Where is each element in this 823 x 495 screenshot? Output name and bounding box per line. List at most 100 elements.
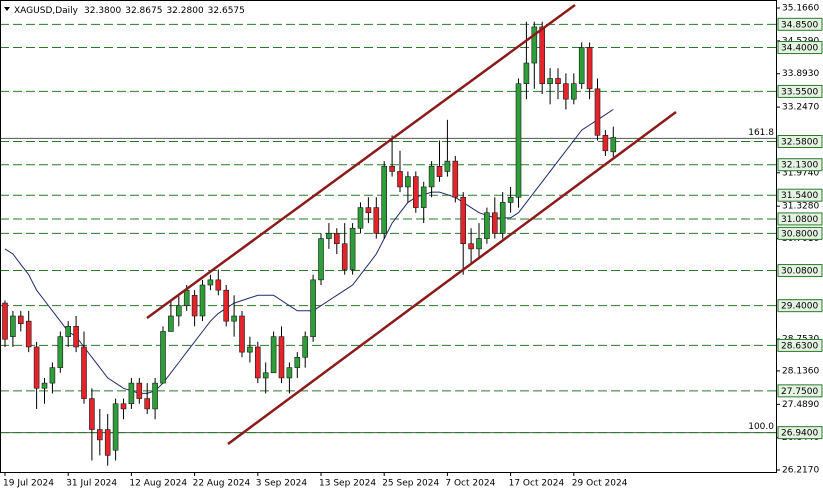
level-box	[777, 188, 823, 202]
candle-body	[183, 289, 190, 306]
candle-body	[2, 302, 8, 340]
candle-body	[578, 47, 585, 84]
level-label: 30.0800	[781, 267, 818, 277]
candle-body	[25, 320, 32, 348]
candle-body	[349, 227, 356, 270]
plot-area: 161.8 100.0	[0, 21, 776, 466]
level-box	[777, 264, 823, 278]
candle-body	[499, 202, 506, 234]
plot-frame	[0, 0, 777, 473]
candle-body	[120, 403, 127, 410]
candle-body	[89, 398, 95, 430]
candle-body	[326, 233, 332, 239]
level-label: 28.6300	[781, 341, 818, 351]
candle-body	[17, 315, 24, 325]
level-label: 27.7500	[781, 387, 818, 397]
candle-body	[255, 346, 261, 379]
x-tick-label: 25 Sep 2024	[382, 479, 439, 489]
candle-body	[444, 160, 451, 172]
candle-body	[199, 284, 206, 317]
candle-body	[341, 243, 348, 270]
candle-body	[207, 279, 214, 286]
candle-body	[333, 233, 340, 245]
level-box	[777, 41, 823, 55]
y-tick-label: 26.2170	[782, 465, 819, 475]
level-box	[777, 338, 823, 352]
candle-body	[10, 315, 16, 337]
level-label: 33.5500	[781, 87, 818, 97]
y-tick-label: 31.3280	[782, 202, 819, 212]
candle-body	[302, 336, 309, 358]
candle-body	[484, 212, 490, 239]
x-tick-label: 31 Jul 2024	[66, 479, 117, 489]
candle-body	[231, 315, 237, 322]
level-label: 31.0800	[781, 215, 818, 225]
y-tick-label: 27.4890	[782, 400, 819, 410]
candle-body	[128, 382, 135, 405]
level-label: 31.5400	[781, 191, 818, 201]
candle-body	[563, 83, 569, 100]
candle-body	[365, 207, 372, 214]
candle-body	[381, 165, 388, 234]
candle-body	[547, 78, 553, 84]
candle-body	[491, 212, 498, 234]
y-tick-label: 31.9740	[782, 168, 819, 178]
candle-body	[586, 47, 593, 90]
candle-body	[373, 207, 380, 234]
y-tick-label: 35.1660	[782, 4, 819, 14]
candle-body	[523, 62, 530, 84]
candle-body	[602, 135, 609, 152]
candle-body	[468, 243, 474, 250]
candle-body	[594, 88, 601, 136]
open: 32.3800	[84, 6, 121, 16]
candle-body	[144, 398, 150, 410]
candle-body	[357, 207, 364, 229]
candle-body	[152, 382, 158, 410]
level-label: 26.9400	[781, 429, 818, 439]
candle-body	[507, 196, 514, 203]
candle-body	[531, 26, 538, 64]
fib-label: 100.0	[748, 422, 774, 432]
candle-body	[97, 429, 103, 441]
candle-body	[476, 238, 482, 250]
candle-body	[160, 331, 166, 384]
candle-body	[539, 26, 546, 84]
level-box	[777, 384, 823, 398]
y-tick-label: 33.2470	[782, 103, 819, 113]
high: 32.8675	[125, 6, 162, 16]
candle-body	[286, 367, 293, 379]
chart-header: XAGUSD,Daily 32.3800 32.8675 32.2800 32.6575	[14, 6, 245, 16]
candle-body	[318, 238, 324, 281]
low: 32.2800	[166, 6, 203, 16]
fib-label: 161.8	[748, 128, 774, 138]
x-tick-label: 7 Oct 2024	[445, 479, 495, 489]
candle-body	[405, 176, 411, 188]
candle-body	[73, 326, 79, 348]
candle-body	[65, 326, 71, 337]
candle-body	[570, 83, 577, 100]
candle-body	[397, 171, 403, 188]
candle-body	[420, 186, 427, 208]
level-label: 32.5800	[781, 138, 818, 148]
candle-body	[57, 336, 64, 368]
level-box	[777, 17, 823, 31]
candle-body	[294, 356, 301, 368]
candle-body	[136, 382, 143, 399]
level-label: 32.1300	[781, 161, 818, 171]
candle-body	[428, 165, 435, 188]
level-box	[777, 158, 823, 172]
y-tick-label: 28.1360	[782, 366, 819, 376]
menu-triangle	[4, 7, 10, 11]
moving-average	[4, 109, 614, 394]
x-tick-label: 19 Jul 2024	[3, 479, 54, 489]
candle-body	[460, 196, 467, 245]
level-box	[777, 299, 823, 313]
candle-body	[610, 137, 617, 153]
candle-body	[262, 372, 269, 379]
x-tick-label: 29 Oct 2024	[572, 479, 628, 489]
channel-lower	[227, 110, 677, 446]
candle-body	[555, 78, 561, 84]
